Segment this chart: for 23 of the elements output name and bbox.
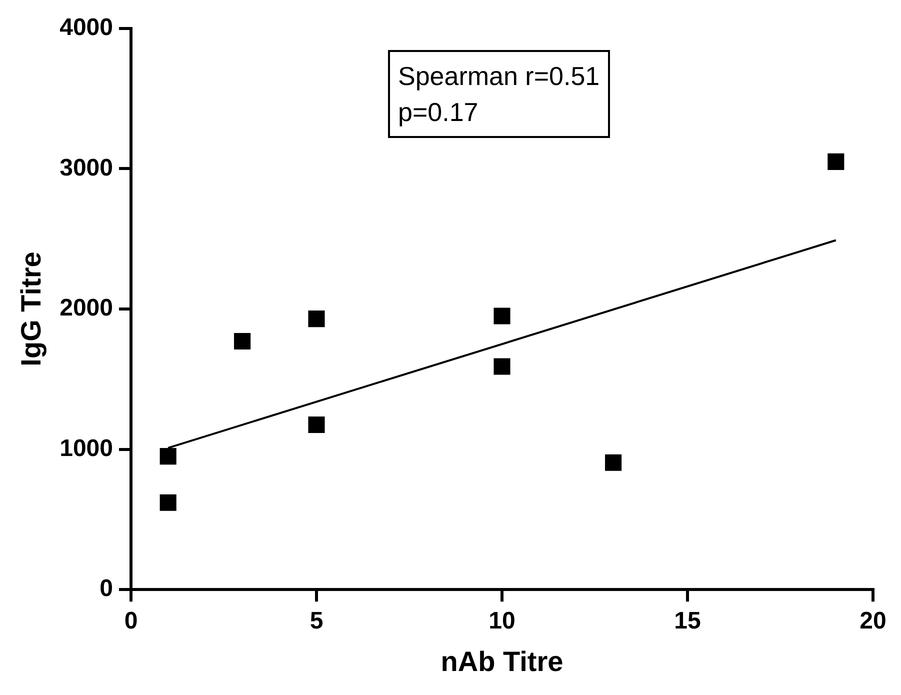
point (605, 454, 622, 471)
y-tick-label: 1000 (60, 434, 113, 462)
point (234, 332, 251, 350)
point (160, 494, 176, 511)
y-tick-label: 4000 (60, 14, 113, 42)
x-tick-label: 15 (674, 608, 701, 635)
point (160, 448, 176, 465)
y-tick-label: 0 (100, 575, 113, 602)
point (494, 358, 510, 375)
x-tick-label: 5 (310, 608, 324, 635)
x-tick-label: 0 (124, 608, 138, 635)
point (308, 416, 325, 434)
y-axis-title: IgG Titre (16, 252, 47, 366)
y-tick-label: 3000 (60, 154, 113, 182)
point (828, 153, 844, 170)
annotation: p=0.17 (398, 96, 480, 129)
annotation: Spearman r=0.51 (398, 60, 600, 93)
x-tick-label: 20 (860, 608, 886, 635)
y-tick-label: 2000 (60, 294, 113, 322)
x-axis-title: nAb Titre (440, 646, 564, 677)
point (494, 308, 510, 324)
point (308, 310, 325, 328)
x-tick-label: 10 (488, 608, 516, 635)
